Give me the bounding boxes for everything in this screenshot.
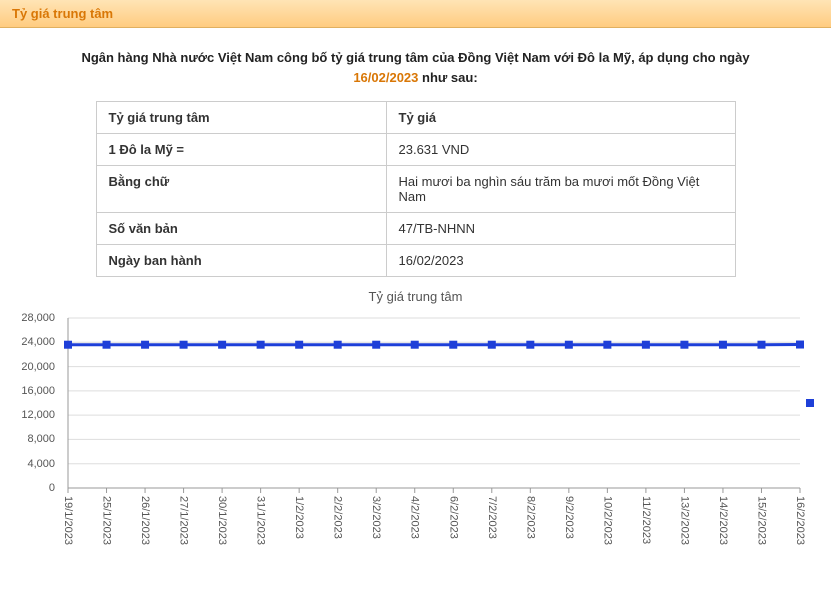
announcement-text: Ngân hàng Nhà nước Việt Nam công bố tỷ g… (80, 48, 751, 87)
table-cell-value: 23.631 VND (386, 134, 735, 166)
announcement-suffix: như sau: (418, 70, 477, 85)
table-row: Tỷ giá trung tâm Tỷ giá (96, 102, 735, 134)
table-cell-label: Số văn bản (96, 213, 386, 245)
chart-y-tick-label: 12,000 (5, 409, 55, 421)
chart-x-tick-label: 10/2/2023 (601, 496, 613, 545)
chart-title: Tỷ giá trung tâm (20, 289, 811, 304)
chart-x-tick-label: 15/2/2023 (755, 496, 767, 545)
chart-y-tick-label: 4,000 (5, 458, 55, 470)
chart-x-tick-label: 14/2/2023 (717, 496, 729, 545)
table-cell-label: Ngày ban hành (96, 245, 386, 277)
chart-x-tick-label: 3/2/2023 (370, 496, 382, 539)
chart-x-tick-label: 31/1/2023 (255, 496, 267, 545)
chart-x-tick-label: 11/2/2023 (640, 496, 652, 544)
chart-x-tick-label: 9/2/2023 (563, 496, 575, 539)
table-cell-value: Hai mươi ba nghìn sáu trăm ba mươi mốt Đ… (386, 166, 735, 213)
header-bar: Tỷ giá trung tâm (0, 0, 831, 28)
rate-table: Tỷ giá trung tâm Tỷ giá 1 Đô la Mỹ = 23.… (96, 101, 736, 277)
chart-y-tick-label: 0 (5, 482, 55, 494)
chart-y-tick-label: 20,000 (5, 361, 55, 373)
chart-x-tick-label: 30/1/2023 (216, 496, 228, 545)
chart-x-tick-label: 6/2/2023 (447, 496, 459, 539)
page-title: Tỷ giá trung tâm (12, 6, 113, 21)
chart-y-tick-label: 8,000 (5, 433, 55, 445)
table-header-left: Tỷ giá trung tâm (96, 102, 386, 134)
chart-legend-marker (806, 399, 814, 407)
chart-x-tick-label: 27/1/2023 (178, 496, 190, 545)
table-cell-value: 47/TB-NHNN (386, 213, 735, 245)
chart-x-tick-label: 19/1/2023 (62, 496, 74, 545)
chart-x-tick-label: 4/2/2023 (409, 496, 421, 539)
rate-chart (20, 308, 820, 498)
chart-x-tick-label: 8/2/2023 (524, 496, 536, 539)
announcement-date: 16/02/2023 (353, 70, 418, 85)
table-cell-label: 1 Đô la Mỹ = (96, 134, 386, 166)
chart-x-tick-label: 7/2/2023 (486, 496, 498, 539)
table-cell-value: 16/02/2023 (386, 245, 735, 277)
chart-x-tick-label: 25/1/2023 (101, 496, 113, 545)
chart-y-tick-label: 24,000 (5, 336, 55, 348)
chart-x-tick-label: 16/2/2023 (794, 496, 806, 545)
chart-container: 04,0008,00012,00016,00020,00024,00028,00… (20, 308, 820, 573)
table-row: 1 Đô la Mỹ = 23.631 VND (96, 134, 735, 166)
content-area: Ngân hàng Nhà nước Việt Nam công bố tỷ g… (0, 28, 831, 585)
table-row: Số văn bản 47/TB-NHNN (96, 213, 735, 245)
chart-x-tick-label: 1/2/2023 (293, 496, 305, 539)
announcement-prefix: Ngân hàng Nhà nước Việt Nam công bố tỷ g… (81, 50, 749, 65)
table-cell-label: Bằng chữ (96, 166, 386, 213)
table-row: Ngày ban hành 16/02/2023 (96, 245, 735, 277)
table-row: Bằng chữ Hai mươi ba nghìn sáu trăm ba m… (96, 166, 735, 213)
table-header-right: Tỷ giá (386, 102, 735, 134)
chart-y-tick-label: 28,000 (5, 312, 55, 324)
chart-x-tick-label: 2/2/2023 (332, 496, 344, 539)
chart-x-tick-label: 26/1/2023 (139, 496, 151, 545)
chart-x-tick-label: 13/2/2023 (678, 496, 690, 545)
chart-y-tick-label: 16,000 (5, 385, 55, 397)
